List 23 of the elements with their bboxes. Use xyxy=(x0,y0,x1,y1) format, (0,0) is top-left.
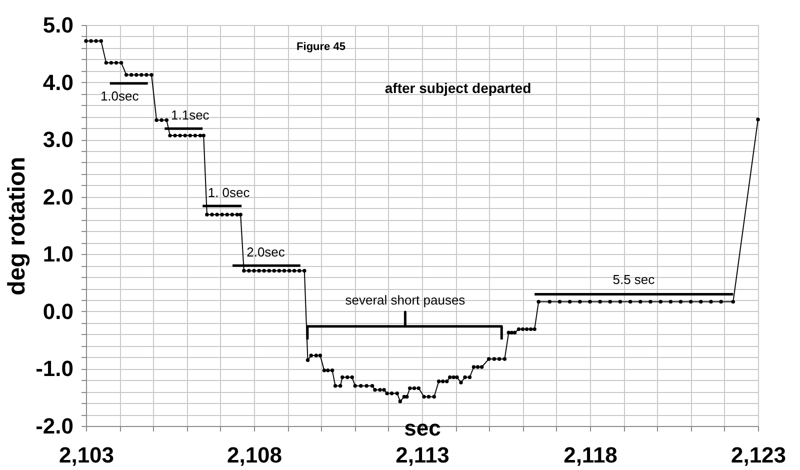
y-tick-label: -2.0 xyxy=(36,414,74,438)
y-tick-label: 5.0 xyxy=(42,12,74,38)
x-tick-label: 2,103 xyxy=(58,442,114,468)
y-tick-label: 4.0 xyxy=(42,70,74,95)
y-tick-label: 3.0 xyxy=(42,127,74,152)
y-tick-label: 2.0 xyxy=(42,184,74,210)
x-axis-title: sec xyxy=(404,416,441,440)
annotation: 1.0sec xyxy=(100,88,140,104)
y-tick-label: 1.0 xyxy=(42,242,74,267)
text: after subject departed xyxy=(384,80,532,96)
x-tick-label: 2,118 xyxy=(564,442,618,468)
y-axis-title: deg rotation xyxy=(4,156,31,296)
text: Figure 45 xyxy=(296,41,346,53)
annotation: several short pauses xyxy=(345,292,466,308)
x-tick-label: 2,108 xyxy=(226,442,282,468)
x-tick-label: 2,123 xyxy=(730,442,786,468)
annotation: 1.1sec xyxy=(171,108,210,123)
y-tick-label: 0.0 xyxy=(42,298,74,324)
annotation: 5.5 sec xyxy=(612,272,656,288)
annotation: 2.0sec xyxy=(246,244,286,260)
annotation: 1. 0sec xyxy=(208,185,250,200)
y-tick-label: -1.0 xyxy=(36,356,74,382)
x-tick-label: 2,113 xyxy=(396,442,450,468)
